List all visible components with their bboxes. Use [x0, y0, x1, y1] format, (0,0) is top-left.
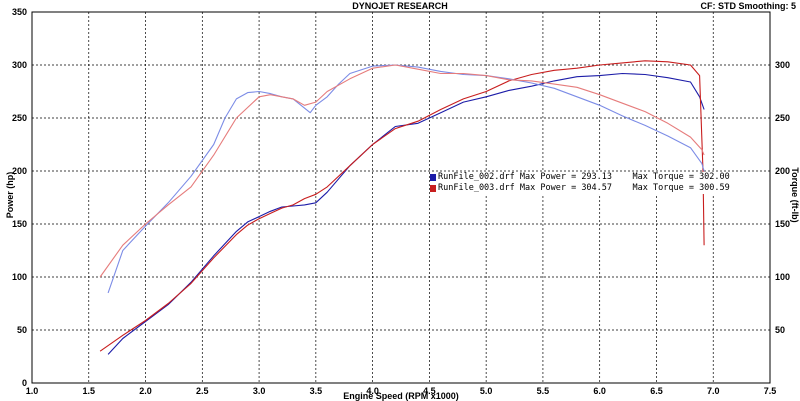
legend-max-power-label-run2: Max Power — [519, 172, 566, 182]
legend-max-power-run2: 293.13 — [581, 172, 613, 182]
y-axis-label-right: Torque (ft-lb) — [790, 167, 800, 223]
legend-row-run2: RunFile_002.drf Max Power = 293.13 Max T… — [430, 172, 730, 183]
chart-legend: RunFile_002.drf Max Power = 293.13 Max T… — [430, 172, 730, 194]
y2-tick-label: 200 — [775, 166, 790, 176]
y-tick-label: 350 — [12, 7, 27, 17]
legend-max-power-run3: 304.57 — [581, 183, 613, 193]
series-line-runfile-003-drf-power — [99, 60, 705, 352]
x-tick-label: 6.5 — [650, 386, 663, 396]
x-tick-label: 3.5 — [310, 386, 323, 396]
y2-tick-labels: 50 100 150 200 250 300 — [775, 60, 790, 335]
x-tick-label: 1.0 — [26, 386, 39, 396]
x-tick-label: 2.0 — [139, 386, 152, 396]
x-tick-labels: 1.0 1.5 2.0 2.5 3.0 3.5 4.0 4.5 5.0 5.5 6.0 6.5 7.0 7… — [26, 386, 777, 396]
legend-max-torque-run2: 302.00 — [699, 172, 730, 182]
chart-subtitle: CF: STD Smoothing: 5 — [700, 1, 797, 11]
legend-max-power-label-run3: Max Power — [519, 183, 566, 193]
plot-area — [31, 11, 771, 384]
y2-tick-label: 50 — [775, 325, 785, 335]
series-line-runfile-003-drf-torque — [99, 64, 705, 278]
x-tick-label: 4.0 — [366, 386, 379, 396]
y2-tick-label: 150 — [775, 219, 790, 229]
grid-lines — [32, 12, 770, 383]
x-tick-label: 6.0 — [593, 386, 606, 396]
legend-file-run3: RunFile_003.drf — [438, 183, 515, 193]
x-tick-label: 5.5 — [537, 386, 550, 396]
series-line-runfile-002-drf-torque — [107, 64, 705, 294]
x-axis-label: Engine Speed (RPM x1000) — [343, 391, 459, 401]
x-tick-label: 2.5 — [196, 386, 209, 396]
legend-max-torque-label-run2: Max Torque — [632, 172, 684, 182]
legend-row-run3: RunFile_003.drf Max Power = 304.57 Max T… — [430, 183, 730, 194]
y-tick-label: 300 — [12, 60, 27, 70]
y-axis-label-left: Power (hp) — [5, 171, 15, 219]
x-tick-label: 1.5 — [83, 386, 96, 396]
legend-swatch-run2 — [430, 174, 436, 181]
y-tick-labels: 0 50 100 150 200 250 300 350 — [12, 7, 27, 388]
legend-max-torque-run3: 300.59 — [699, 183, 730, 193]
y2-tick-label: 250 — [775, 113, 790, 123]
series-lines — [99, 60, 705, 355]
y-tick-label: 50 — [17, 325, 27, 335]
x-tick-label: 5.0 — [480, 386, 493, 396]
legend-swatch-run3 — [430, 185, 436, 192]
y-tick-label: 250 — [12, 113, 27, 123]
x-tick-label: 3.0 — [253, 386, 266, 396]
legend-file-run2: RunFile_002.drf — [438, 172, 515, 182]
y-tick-label: 150 — [12, 219, 27, 229]
y-tick-label: 0 — [22, 378, 27, 388]
y2-tick-label: 300 — [775, 60, 790, 70]
x-tick-label: 7.5 — [764, 386, 777, 396]
legend-max-torque-label-run3: Max Torque — [632, 183, 684, 193]
chart-title: DYNOJET RESEARCH — [352, 1, 448, 11]
y2-tick-label: 100 — [775, 272, 790, 282]
y-tick-label: 200 — [12, 166, 27, 176]
x-tick-label: 4.5 — [423, 386, 436, 396]
y-tick-label: 100 — [12, 272, 27, 282]
x-tick-label: 7.0 — [707, 386, 720, 396]
